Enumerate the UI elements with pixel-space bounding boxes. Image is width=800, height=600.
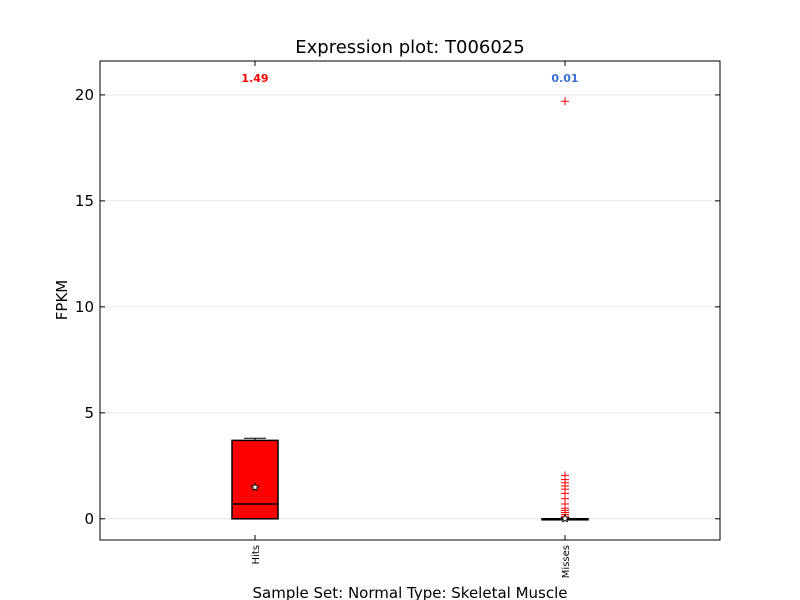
chart-title: Expression plot: T006025 bbox=[295, 37, 524, 58]
box-hits bbox=[231, 439, 279, 520]
x-tick-label: Misses bbox=[561, 545, 572, 578]
x-axis-label: Sample Set: Normal Type: Skeletal Muscle bbox=[253, 584, 568, 600]
y-tick-label: 10 bbox=[75, 298, 94, 316]
x-tick-label: Hits bbox=[251, 545, 262, 564]
y-tick-label: 15 bbox=[75, 192, 94, 210]
mean-label: 1.49 bbox=[241, 72, 268, 85]
mean-label: 0.01 bbox=[551, 72, 578, 85]
y-tick-label: 0 bbox=[84, 510, 94, 528]
mean-marker bbox=[560, 513, 570, 523]
y-tick-label: 20 bbox=[75, 86, 94, 104]
y-tick-label: 5 bbox=[84, 404, 94, 422]
plot-frame bbox=[99, 60, 721, 541]
y-axis-label: FPKM bbox=[53, 280, 71, 320]
mean-marker bbox=[250, 482, 260, 492]
plot-area: 0 5 10 15 20 1.49 Hits 0.01 Misses bbox=[75, 60, 721, 578]
